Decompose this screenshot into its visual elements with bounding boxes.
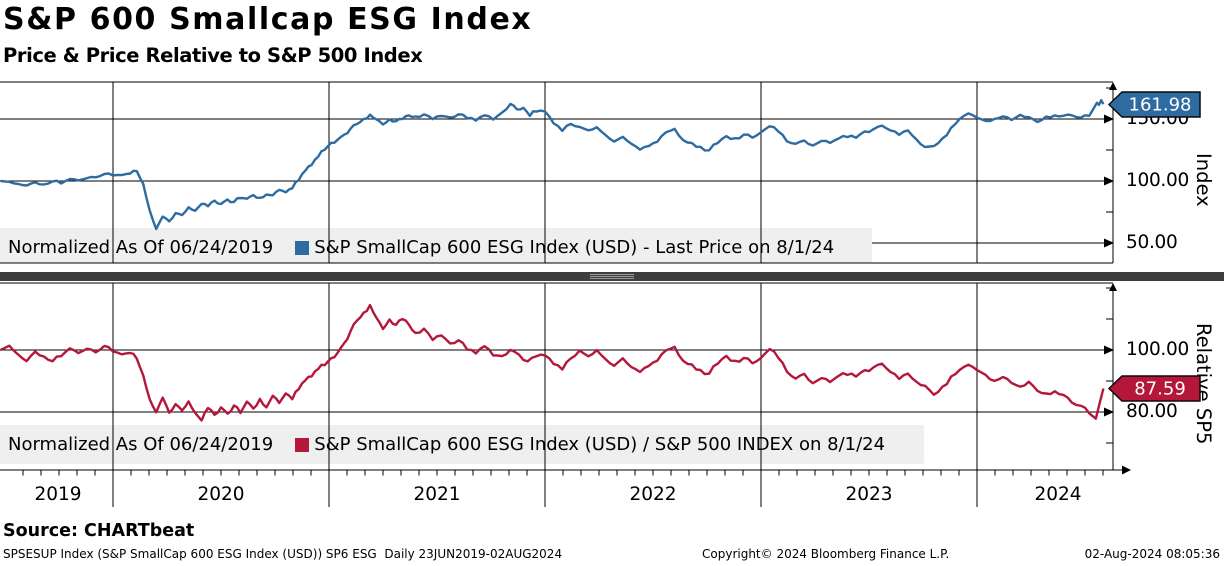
copyright-label: Copyright© 2024 Bloomberg Finance L.P. <box>702 547 950 561</box>
badge-pointer-shape <box>1107 375 1201 402</box>
bottom-panel-legend: Normalized As Of 06/24/2019 S&P SmallCap… <box>0 425 932 464</box>
page-title: S&P 600 Smallcap ESG Index <box>3 2 533 37</box>
last-price-badge: 161.98 <box>1107 91 1201 118</box>
last-relative-badge: 87.59 <box>1107 375 1201 402</box>
price-series-swatch-icon <box>295 240 310 255</box>
panel-splitter[interactable] <box>0 272 1224 281</box>
top-axis-title: Index <box>1192 153 1215 207</box>
price-series-label: S&P SmallCap 600 ESG Index (USD) - Last … <box>314 236 835 258</box>
page-subtitle: Price & Price Relative to S&P 500 Index <box>3 44 423 67</box>
y-tick-rel-80: 80.00 <box>1126 401 1178 422</box>
x-tick-2022: 2022 <box>629 484 677 505</box>
normalized-as-of-label: Normalized As Of 06/24/2019 <box>8 434 274 455</box>
splitter-grip-icon <box>590 274 634 275</box>
y-tick-50: 50.00 <box>1126 232 1178 253</box>
y-tick-rel-100: 100.00 <box>1126 339 1189 360</box>
normalized-as-of-label: Normalized As Of 06/24/2019 <box>8 236 274 258</box>
x-tick-2024: 2024 <box>1034 484 1082 505</box>
x-tick-2019: 2019 <box>34 484 82 505</box>
relative-line <box>0 303 1105 422</box>
relative-series-label: S&P SmallCap 600 ESG Index (USD) / S&P 5… <box>314 434 886 455</box>
x-tick-2020: 2020 <box>197 484 245 505</box>
bottom-axis-title: Relative SP5 <box>1192 323 1215 445</box>
timestamp-label: 02-Aug-2024 08:05:36 <box>1084 547 1220 561</box>
x-tick-2021: 2021 <box>413 484 461 505</box>
relative-series-swatch-icon <box>295 438 310 452</box>
price-line <box>0 99 1105 231</box>
source-label: Source: CHARTbeat <box>3 521 195 541</box>
security-descriptor: SPSESUP Index (S&P SmallCap 600 ESG Inde… <box>3 547 563 561</box>
badge-pointer-shape <box>1107 91 1201 118</box>
x-tick-2023: 2023 <box>845 484 893 505</box>
top-panel-legend: Normalized As Of 06/24/2019 S&P SmallCap… <box>0 231 880 263</box>
y-tick-100: 100.00 <box>1126 170 1189 191</box>
last-price-value: 161.98 <box>1129 95 1192 116</box>
last-relative-value: 87.59 <box>1134 379 1186 400</box>
